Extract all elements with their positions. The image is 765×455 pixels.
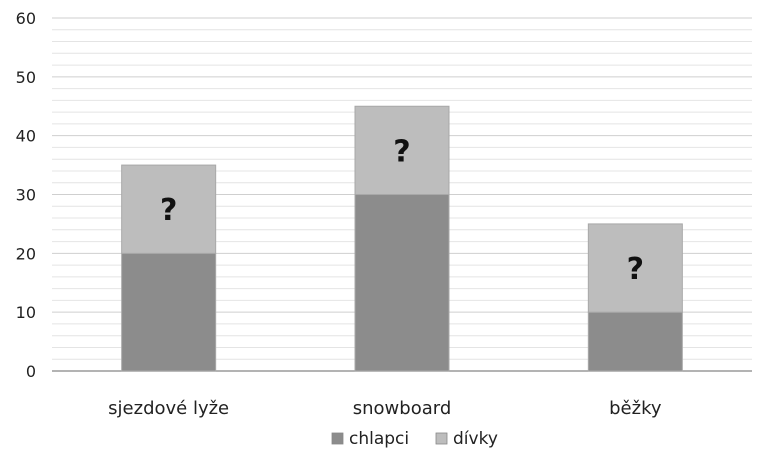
legend-swatch-chlapci: [331, 432, 344, 445]
legend-swatch-divky: [435, 432, 448, 445]
bar-segment-chlapci: [121, 252, 217, 372]
bar-segment-divky: [354, 105, 450, 195]
bar-segment-chlapci: [587, 311, 683, 372]
legend-label-chlapci: chlapci: [349, 429, 409, 449]
y-tick-label: 20: [16, 244, 36, 263]
y-axis-tick-labels: 0 10 20 30 40 50 60: [16, 9, 36, 381]
y-tick-label: 40: [16, 127, 36, 146]
bar-segment-divky: [121, 164, 217, 254]
unknown-value-label: ?: [393, 134, 410, 169]
bar-segment-divky: [587, 223, 683, 313]
y-tick-label: 10: [16, 303, 36, 322]
y-tick-label: 60: [16, 9, 36, 28]
x-category-label: snowboard: [353, 398, 452, 419]
bars: ???: [121, 105, 683, 372]
y-tick-label: 30: [16, 186, 36, 205]
x-category-label: běžky: [609, 398, 662, 419]
y-tick-label: 50: [16, 68, 36, 87]
legend-label-divky: dívky: [453, 429, 498, 449]
x-category-label: sjezdové lyže: [108, 398, 229, 419]
y-tick-label: 0: [26, 362, 36, 381]
bar-segment-chlapci: [354, 194, 450, 372]
x-axis-category-labels: sjezdové lyže snowboard běžky: [108, 398, 662, 419]
unknown-value-label: ?: [160, 193, 177, 228]
legend: chlapci dívky: [331, 429, 498, 449]
unknown-value-label: ?: [627, 252, 644, 287]
